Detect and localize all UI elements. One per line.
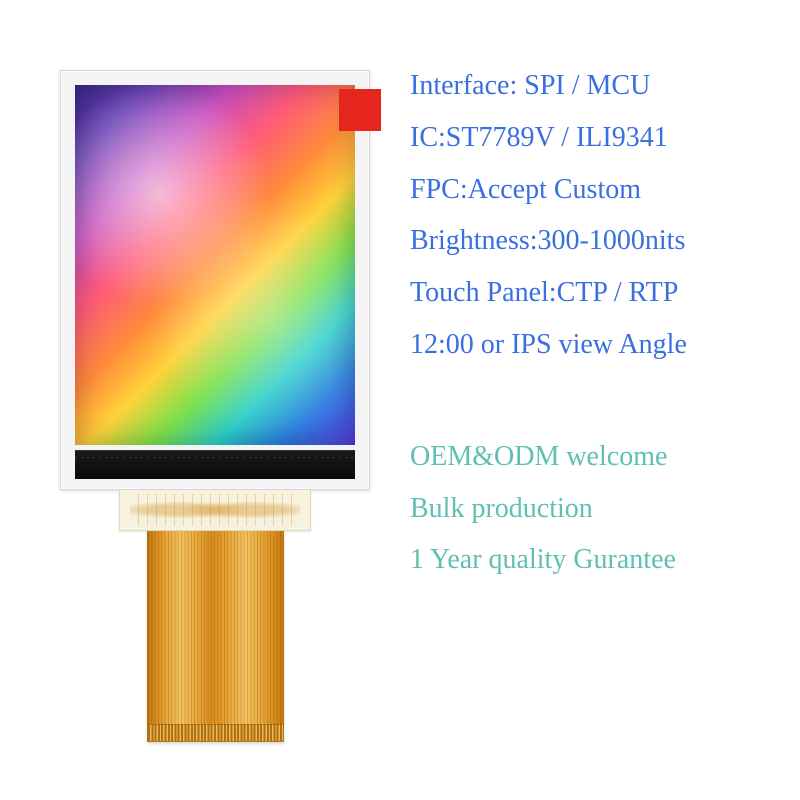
lcd-bezel (60, 70, 370, 490)
marketing-warranty: 1 Year quality Gurantee (410, 534, 800, 586)
spec-text-panel: Interface: SPI / MCU IC:ST7789V / ILI934… (400, 0, 800, 800)
marketing-oem: OEM&ODM welcome (410, 431, 800, 483)
spec-ic: IC:ST7789V / ILI9341 (410, 112, 800, 164)
lcd-module (60, 70, 370, 742)
spec-list: Interface: SPI / MCU IC:ST7789V / ILI934… (410, 60, 800, 371)
product-image-panel (0, 0, 400, 800)
lcd-driver-strip (75, 450, 355, 479)
spec-brightness: Brightness:300-1000nits (410, 215, 800, 267)
product-infographic: Interface: SPI / MCU IC:ST7789V / ILI934… (0, 0, 800, 800)
spec-interface: Interface: SPI / MCU (410, 60, 800, 112)
fpc-traces (130, 494, 300, 526)
spec-fpc: FPC:Accept Custom (410, 164, 800, 216)
spec-touch: Touch Panel:CTP / RTP (410, 267, 800, 319)
fpc-ribbon-cable (147, 531, 284, 742)
red-corner-tag (339, 89, 381, 131)
marketing-list: OEM&ODM welcome Bulk production 1 Year q… (410, 431, 800, 586)
marketing-bulk: Bulk production (410, 483, 800, 535)
spec-view-angle: 12:00 or IPS view Angle (410, 319, 800, 371)
lcd-screen-gradient (75, 85, 355, 445)
fpc-connector-board (119, 490, 311, 531)
